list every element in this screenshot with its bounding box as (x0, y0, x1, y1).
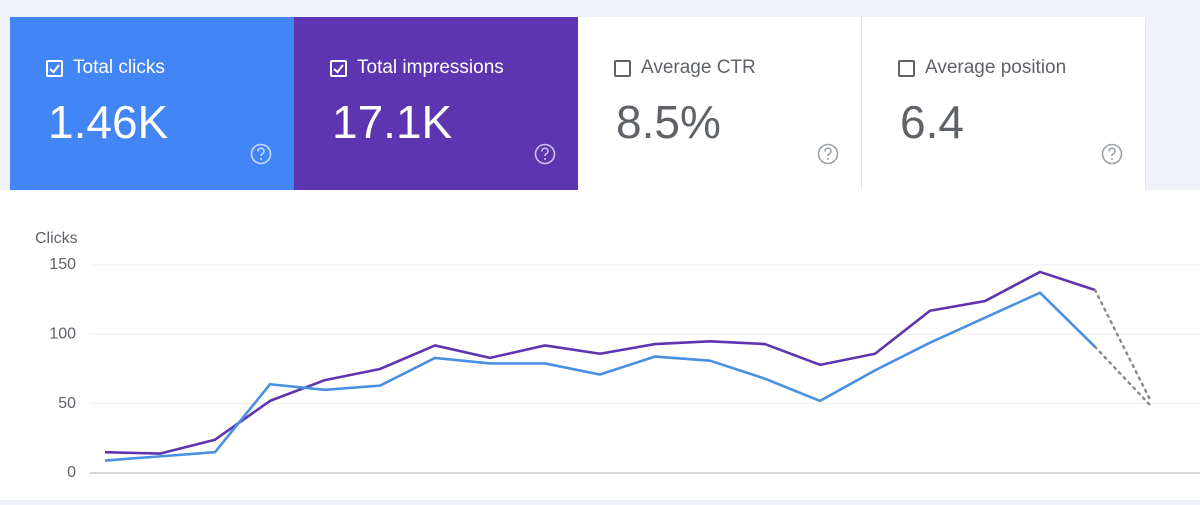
card-value: 1.46K (48, 96, 169, 148)
y-tick-label: 0 (67, 464, 76, 481)
card-value: 8.5% (616, 96, 721, 148)
y-tick-label: 50 (58, 395, 76, 412)
series-line-partial (1093, 288, 1152, 401)
help-icon (817, 143, 839, 170)
card-label-row: Average CTR (614, 57, 861, 79)
help-glyph (1101, 143, 1123, 165)
metric-card[interactable]: Total clicks 1.46K (10, 17, 294, 190)
checkbox (898, 59, 915, 77)
help-glyph (534, 143, 556, 165)
help-icon (1101, 143, 1123, 170)
y-tick-label: 100 (49, 326, 76, 343)
check-mark (333, 63, 344, 73)
check-mark (49, 63, 60, 73)
metric-card[interactable]: Average CTR 8.5% (578, 17, 862, 190)
help-icon (534, 143, 556, 170)
card-label-row: Total clicks (46, 57, 294, 79)
card-label-row: Total impressions (330, 57, 578, 79)
series-line (104, 270, 1096, 455)
card-label: Average CTR (641, 57, 756, 78)
checkbox (330, 59, 347, 77)
card-value: 17.1K (332, 96, 453, 148)
card-label: Average position (925, 57, 1067, 78)
help-icon (250, 143, 272, 170)
y-axis-label: Clicks (35, 230, 78, 247)
help-glyph (817, 143, 839, 165)
series-line-partial (1093, 345, 1152, 407)
checkbox (46, 59, 63, 77)
card-label: Total clicks (73, 57, 165, 78)
metric-card[interactable]: Total impressions 17.1K (294, 17, 578, 190)
card-label: Total impressions (357, 57, 504, 78)
series-line (104, 291, 1096, 462)
chart: Clicks 0 50 100 150 (35, 230, 1200, 481)
card-value: 6.4 (900, 96, 964, 148)
help-glyph (250, 143, 272, 165)
chart-panel: Clicks 0 50 100 150 (0, 190, 1200, 500)
metric-card[interactable]: Average position 6.4 (862, 17, 1146, 190)
card-label-row: Average position (898, 57, 1145, 79)
checkbox (614, 59, 631, 77)
y-tick-label: 150 (49, 256, 76, 273)
